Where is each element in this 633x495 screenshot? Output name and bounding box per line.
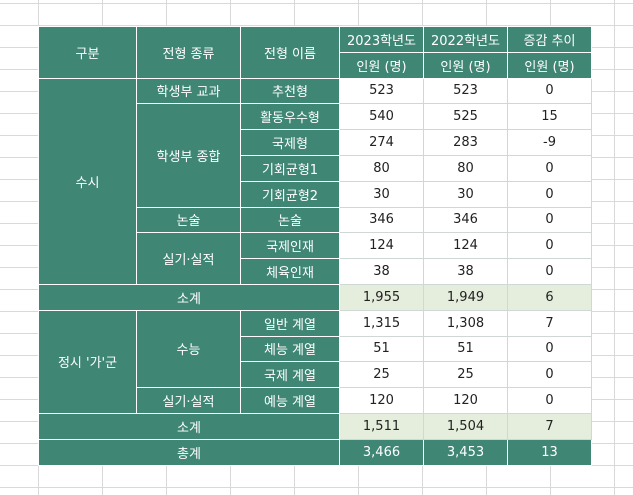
table-row: 체육인재 38 38 0: [39, 258, 592, 285]
header-2023[interactable]: 2023학년도: [339, 26, 424, 53]
value-change[interactable]: 0: [507, 77, 592, 105]
admissions-table: 구분 전형 종류 전형 이름 2023학년도 2022학년도 증감 추이 인원 …: [38, 26, 592, 466]
value-2023[interactable]: 120: [339, 387, 424, 414]
type-silgi[interactable]: 실기·실적: [136, 387, 241, 414]
type-jonghap[interactable]: 학생부 종합: [136, 103, 241, 208]
name-cell[interactable]: 논술: [240, 206, 340, 234]
table-row: 논술 논술 346 346 0: [39, 206, 592, 234]
value-2022[interactable]: 1,308: [423, 309, 508, 337]
type-silgi[interactable]: 실기·실적: [136, 232, 241, 285]
subtotal-2022[interactable]: 1,504: [423, 412, 508, 440]
value-2023[interactable]: 80: [339, 154, 424, 182]
name-cell[interactable]: 국제형: [240, 129, 340, 156]
total-label[interactable]: 총계: [38, 438, 340, 466]
name-cell[interactable]: 추천형: [240, 77, 340, 105]
value-change[interactable]: 0: [507, 180, 592, 208]
value-2023[interactable]: 1,315: [339, 309, 424, 337]
type-gyogwa[interactable]: 학생부 교과: [136, 77, 241, 105]
value-2022[interactable]: 30: [423, 180, 508, 208]
subtotal-2022[interactable]: 1,949: [423, 283, 508, 311]
value-2022[interactable]: 283: [423, 129, 508, 156]
value-change[interactable]: -9: [507, 129, 592, 156]
value-change[interactable]: 0: [507, 232, 592, 260]
category-jeongsi[interactable]: 정시 '가'군: [38, 309, 137, 414]
table-row: 기회균형1 80 80 0: [39, 154, 592, 182]
subtotal-2023[interactable]: 1,955: [339, 283, 424, 311]
header-2022[interactable]: 2022학년도: [423, 26, 508, 53]
value-2022[interactable]: 346: [423, 206, 508, 234]
subtotal-row: 소계 1,511 1,504 7: [38, 412, 592, 440]
value-2023[interactable]: 274: [339, 129, 424, 156]
table-row: 체능 계열 51 51 0: [39, 335, 592, 363]
header-row: 구분 전형 종류 전형 이름 2023학년도 2022학년도 증감 추이: [38, 26, 592, 79]
header-name[interactable]: 전형 이름: [240, 26, 340, 79]
value-2023[interactable]: 38: [339, 258, 424, 285]
type-nonsul[interactable]: 논술: [136, 206, 241, 234]
table-row: 정시 '가'군 수능 일반 계열 1,315 1,308 7: [38, 309, 592, 414]
value-2022[interactable]: 38: [423, 258, 508, 285]
subtotal-2023[interactable]: 1,511: [339, 412, 424, 440]
total-2023[interactable]: 3,466: [339, 438, 424, 466]
value-change[interactable]: 0: [507, 361, 592, 389]
type-suneung[interactable]: 수능: [136, 309, 241, 389]
value-change[interactable]: 0: [507, 258, 592, 285]
subtotal-label[interactable]: 소계: [38, 412, 340, 440]
header-type[interactable]: 전형 종류: [136, 26, 241, 79]
value-2023[interactable]: 523: [339, 77, 424, 105]
table-row: 국제형 274 283 -9: [39, 129, 592, 156]
name-cell[interactable]: 국제인재: [240, 232, 340, 260]
name-cell[interactable]: 일반 계열: [240, 309, 340, 337]
category-susi[interactable]: 수시: [38, 77, 137, 285]
value-change[interactable]: 0: [507, 387, 592, 414]
value-2023[interactable]: 346: [339, 206, 424, 234]
value-change[interactable]: 0: [507, 154, 592, 182]
name-cell[interactable]: 체능 계열: [240, 335, 340, 363]
header-change[interactable]: 증감 추이: [507, 26, 592, 53]
table-row: 실기·실적 예능 계열 120 120 0: [39, 387, 592, 414]
value-2022[interactable]: 525: [423, 103, 508, 131]
value-change[interactable]: 0: [507, 206, 592, 234]
total-row: 총계 3,466 3,453 13: [38, 438, 592, 466]
value-2022[interactable]: 124: [423, 232, 508, 260]
table-row: 학생부 종합 활동우수형 540 525 15: [39, 103, 592, 208]
value-2022[interactable]: 523: [423, 77, 508, 105]
value-2022[interactable]: 51: [423, 335, 508, 363]
name-cell[interactable]: 기회균형1: [240, 154, 340, 182]
name-cell[interactable]: 체육인재: [240, 258, 340, 285]
value-2022[interactable]: 120: [423, 387, 508, 414]
value-2023[interactable]: 30: [339, 180, 424, 208]
unit-change[interactable]: 인원 (명): [507, 51, 592, 79]
name-cell[interactable]: 국제 계열: [240, 361, 340, 389]
subtotal-change[interactable]: 7: [507, 412, 592, 440]
value-2023[interactable]: 51: [339, 335, 424, 363]
subtotal-label[interactable]: 소계: [38, 283, 340, 311]
total-change[interactable]: 13: [507, 438, 592, 466]
value-change[interactable]: 15: [507, 103, 592, 131]
table-row: 수시 학생부 교과 추천형 523 523 0: [38, 77, 592, 285]
subtotal-row: 소계 1,955 1,949 6: [38, 283, 592, 311]
value-2023[interactable]: 540: [339, 103, 424, 131]
name-cell[interactable]: 기회균형2: [240, 180, 340, 208]
table-row: 실기·실적 국제인재 124 124 0: [39, 232, 592, 285]
unit-2022[interactable]: 인원 (명): [423, 51, 508, 79]
value-change[interactable]: 7: [507, 309, 592, 337]
subtotal-change[interactable]: 6: [507, 283, 592, 311]
value-change[interactable]: 0: [507, 335, 592, 363]
total-2022[interactable]: 3,453: [423, 438, 508, 466]
value-2022[interactable]: 25: [423, 361, 508, 389]
value-2023[interactable]: 25: [339, 361, 424, 389]
header-category[interactable]: 구분: [38, 26, 137, 79]
name-cell[interactable]: 예능 계열: [240, 387, 340, 414]
name-cell[interactable]: 활동우수형: [240, 103, 340, 131]
unit-row: 인원 (명) 인원 (명) 인원 (명): [39, 51, 592, 79]
value-2022[interactable]: 80: [423, 154, 508, 182]
unit-2023[interactable]: 인원 (명): [339, 51, 424, 79]
value-2023[interactable]: 124: [339, 232, 424, 260]
